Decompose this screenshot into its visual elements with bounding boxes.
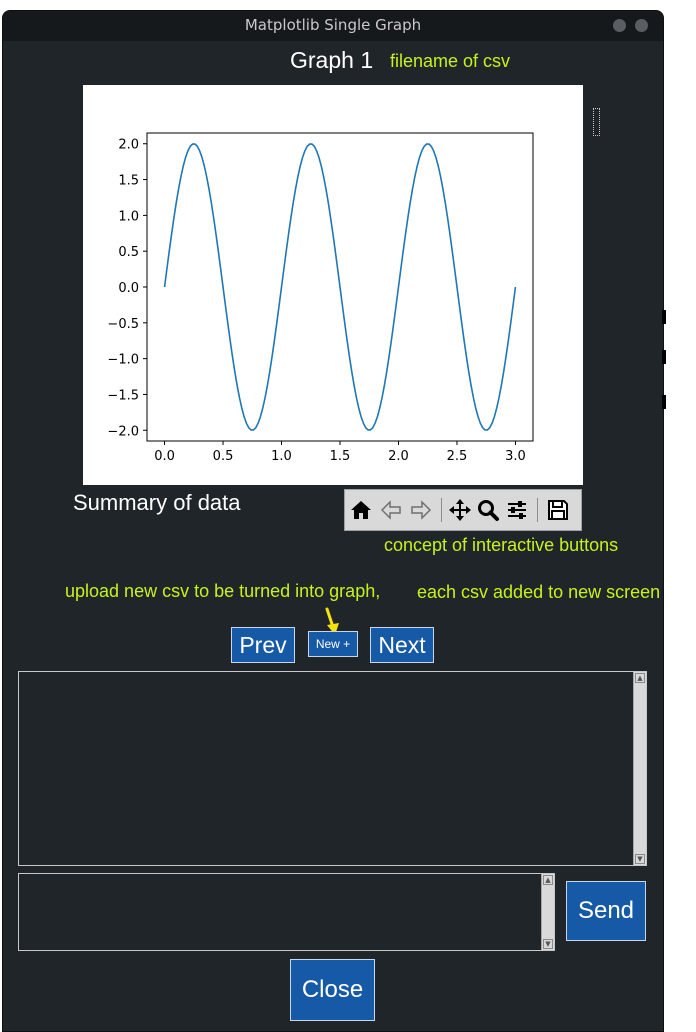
x-tick-label: 1.5: [330, 449, 351, 464]
output-scrollbar[interactable]: ▲ ▼: [633, 672, 646, 865]
back-icon[interactable]: [378, 496, 404, 524]
x-tick-label: 0.5: [213, 449, 234, 464]
edge-mark: [662, 395, 666, 409]
minimize-button[interactable]: [613, 19, 626, 32]
edge-mark: [662, 350, 666, 364]
edge-mark: [662, 310, 666, 324]
y-tick-label: −1.5: [107, 388, 139, 403]
scroll-up-icon[interactable]: ▲: [543, 875, 553, 885]
home-icon[interactable]: [348, 496, 374, 524]
filename-note: filename of csv: [390, 51, 511, 71]
close-window-button[interactable]: [635, 19, 648, 32]
line-chart: 0.0 0.5 1.0 1.5 2.0 2.5 3.0 2.0 1.5 1.0 0.5 0.0 −0.5…: [107, 132, 534, 464]
output-textarea[interactable]: ▲ ▼: [18, 671, 647, 866]
close-button[interactable]: Close: [290, 959, 375, 1021]
series-line: [163, 143, 517, 431]
matplotlib-toolbar: [344, 489, 582, 531]
window-title: Matplotlib Single Graph: [244, 16, 422, 34]
message-input[interactable]: ▲ ▼: [18, 873, 555, 951]
send-button[interactable]: Send: [566, 881, 646, 941]
input-scrollbar[interactable]: ▲ ▼: [541, 874, 554, 950]
upload-note: upload new csv to be turned into graph,: [65, 581, 381, 601]
y-tick-label: −0.5: [107, 317, 139, 332]
app-window: Matplotlib Single Graph Graph 1 filename…: [2, 10, 664, 1032]
resize-handle[interactable]: [593, 108, 600, 136]
next-button[interactable]: Next: [370, 627, 434, 663]
configure-icon[interactable]: [504, 496, 530, 524]
x-tick-label: 2.5: [447, 449, 468, 464]
plot-canvas[interactable]: 0.0 0.5 1.0 1.5 2.0 2.5 3.0 2.0 1.5 1.0 0.5 0.0 −0.5…: [83, 85, 583, 485]
screen-note: each csv added to new screen: [417, 582, 661, 602]
x-tick-label: 2.0: [388, 449, 409, 464]
y-tick-label: 2.0: [118, 138, 139, 153]
y-tick-label: 0.0: [118, 281, 139, 296]
pan-icon[interactable]: [447, 496, 473, 524]
summary-label: Summary of data: [73, 490, 241, 515]
y-tick-label: 1.0: [118, 209, 139, 224]
new-button[interactable]: New +: [308, 631, 358, 657]
y-tick-label: 1.5: [118, 174, 139, 189]
scroll-down-icon[interactable]: ▼: [635, 854, 645, 864]
y-tick-label: 0.5: [118, 245, 139, 260]
toolbar-separator: [537, 498, 538, 522]
scroll-down-icon[interactable]: ▼: [543, 939, 553, 949]
x-tick-label: 0.0: [154, 449, 175, 464]
save-icon[interactable]: [545, 496, 571, 524]
zoom-icon[interactable]: [475, 496, 501, 524]
scroll-up-icon[interactable]: ▲: [635, 673, 645, 683]
toolbar-separator: [441, 498, 442, 522]
x-tick-label: 1.0: [271, 449, 292, 464]
prev-button[interactable]: Prev: [231, 627, 295, 663]
forward-icon[interactable]: [408, 496, 434, 524]
y-tick-label: −1.0: [107, 353, 139, 368]
y-tick-label: −2.0: [107, 424, 139, 439]
x-tick-label: 3.0: [505, 449, 526, 464]
toolbar-note: concept of interactive buttons: [384, 535, 619, 555]
title-bar: Matplotlib Single Graph: [3, 11, 663, 41]
graph-title: Graph 1: [290, 47, 374, 73]
